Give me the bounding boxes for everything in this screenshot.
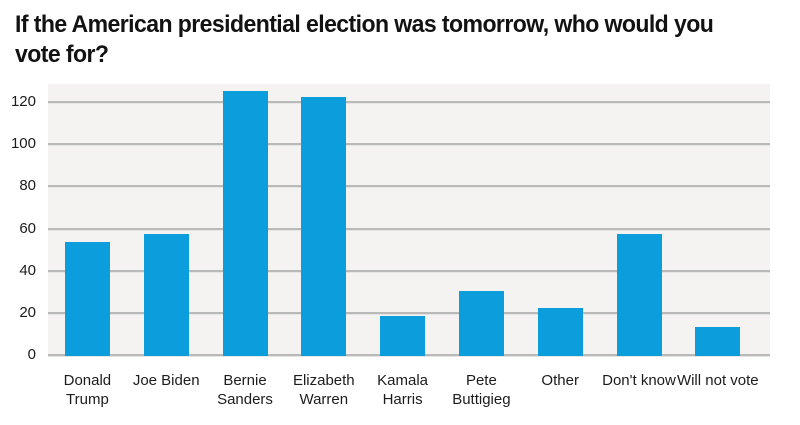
gridline-120 — [48, 101, 770, 104]
x-tick-label-elizabeth-warren: Elizabeth Warren — [292, 372, 355, 408]
bar-donald-trump — [64, 242, 110, 356]
x-tick-label-bernie-sanders: Bernie Sanders — [217, 372, 273, 408]
plot-area — [48, 84, 770, 356]
x-tick-label-don-t-know: Don't know — [602, 372, 676, 389]
bar-kamala-harris — [380, 316, 426, 356]
x-tick-label-other: Other — [541, 372, 579, 389]
y-tick-label-80: 80 — [19, 177, 36, 195]
x-tick-label-joe-biden: Joe Biden — [132, 372, 200, 389]
bar-pete-buttigieg — [458, 290, 504, 356]
x-tick-label-pete-buttigieg: Pete Buttigieg — [452, 372, 511, 408]
gridline-40 — [48, 269, 770, 272]
bar-will-not-vote — [695, 326, 741, 356]
y-tick-label-120: 120 — [10, 93, 36, 111]
x-tick-label-donald-trump: Donald Trump — [63, 372, 112, 408]
bar-don-t-know — [616, 233, 662, 356]
gridline-60 — [48, 227, 770, 230]
y-tick-label-40: 40 — [19, 261, 36, 279]
y-tick-label-60: 60 — [19, 219, 36, 237]
x-tick-label-will-not-vote: Will not vote — [676, 372, 759, 389]
bar-joe-biden — [143, 233, 189, 356]
y-tick-label-20: 20 — [19, 303, 36, 321]
gridline-100 — [48, 143, 770, 146]
bar-elizabeth-warren — [301, 96, 347, 356]
gridline-80 — [48, 185, 770, 188]
y-tick-label-0: 0 — [27, 346, 36, 363]
y-tick-label-100: 100 — [10, 135, 36, 153]
bar-bernie-sanders — [222, 90, 268, 356]
chart-title: If the American presidential election wa… — [15, 11, 714, 68]
gridline-20 — [48, 311, 770, 314]
bar-other — [537, 307, 583, 356]
x-tick-label-kamala-harris: Kamala Harris — [377, 372, 429, 408]
